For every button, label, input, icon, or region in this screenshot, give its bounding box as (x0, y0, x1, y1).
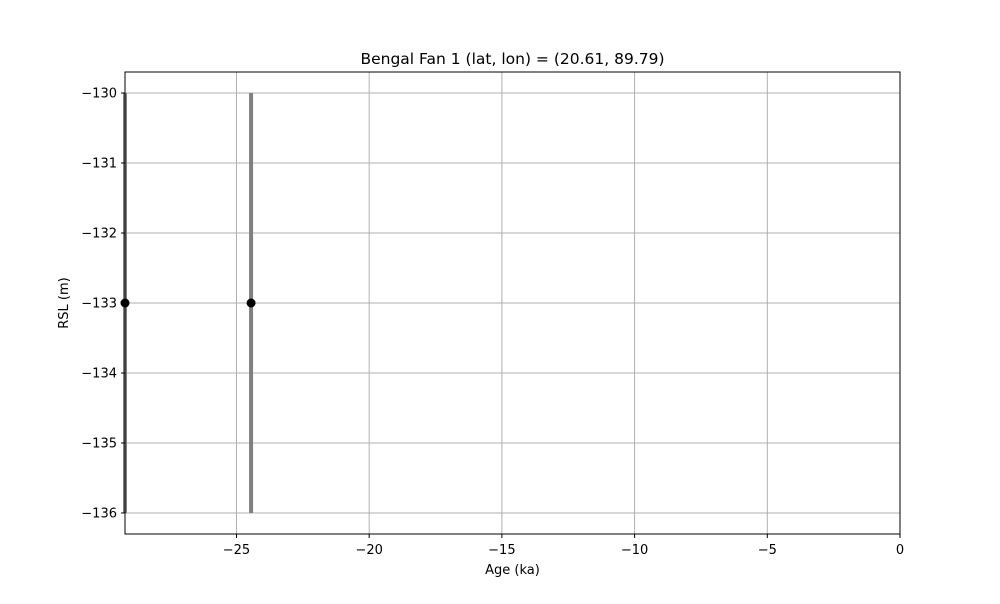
chart-title: Bengal Fan 1 (lat, lon) = (20.61, 89.79) (360, 50, 664, 68)
y-tick-label: −136 (81, 507, 117, 522)
x-tick-label: −20 (355, 543, 382, 558)
x-tick-label: −25 (223, 543, 250, 558)
x-tick-label: −5 (758, 543, 777, 558)
y-tick-label: −134 (81, 367, 117, 382)
y-axis-label: RSL (m) (57, 277, 72, 328)
x-tick-label: 0 (896, 543, 904, 558)
x-axis-label: Age (ka) (485, 563, 540, 578)
y-tick-label: −133 (81, 297, 117, 312)
y-tick-label: −131 (81, 157, 117, 172)
tick-layer: −25 −20 −15 −10 −5 0 −130 −131 −132 −133 −134 −135 −… (81, 87, 904, 559)
x-tick-label: −10 (621, 543, 648, 558)
data-point (246, 298, 256, 308)
y-tick-label: −132 (81, 227, 117, 242)
grid-layer (125, 72, 901, 534)
x-tick-label: −15 (488, 543, 515, 558)
y-tick-label: −135 (81, 437, 117, 452)
y-tick-label: −130 (81, 87, 117, 102)
